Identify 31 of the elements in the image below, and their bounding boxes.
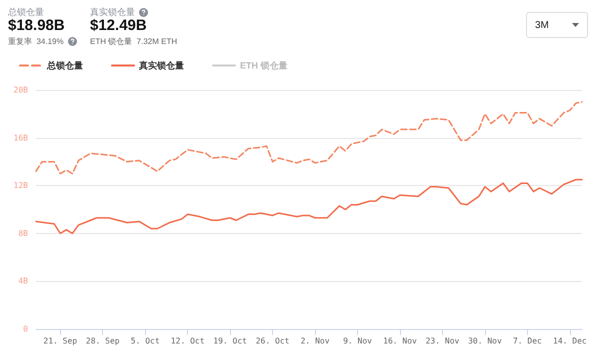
text: ETH 锁仓量 7.32M ETH [90,36,178,47]
legend-label: 总锁仓量 [46,60,83,70]
x-tick-label: 16. Nov [383,336,418,346]
x-tick-label: 28. Sep [86,336,120,346]
x-tick-label: 7. Dec [512,336,542,346]
legend-label: 真实锁仓量 [138,60,184,70]
x-tick-label: 21. Sep [43,336,78,346]
x-tick-label: 30. Nov [468,336,502,346]
text: $18.98B [8,17,65,34]
x-tick-label: 2. Nov [300,336,330,346]
text: 重复率 34.19% [8,36,65,47]
y-tick-label: 20B [14,86,28,94]
y-tick-label: 8B [18,228,28,238]
x-tick-label: 14. Dec [553,336,587,346]
text: $12.49B [90,17,147,34]
text: 总锁仓量 [8,6,44,18]
y-tick-label: 4B [18,276,28,286]
y-tick-label: 16B [14,133,28,142]
legend-label: ETH 锁仓量 [240,60,288,70]
line-series [35,178,583,234]
line-series [35,101,583,174]
x-tick-label: 12. Oct [170,336,205,346]
x-tick-label: 5. Oct [130,336,160,346]
x-tick-label: 26. Oct [256,336,290,346]
x-tick-label: 23. Nov [426,336,460,346]
x-tick-label: 9. Nov [343,336,372,346]
text: 3M [535,20,549,30]
y-tick-label: 0 [23,324,28,334]
text: 真实锁仓量 [90,6,136,18]
x-tick-label: 19. Oct [213,336,248,346]
y-tick-label: 12B [14,181,28,190]
